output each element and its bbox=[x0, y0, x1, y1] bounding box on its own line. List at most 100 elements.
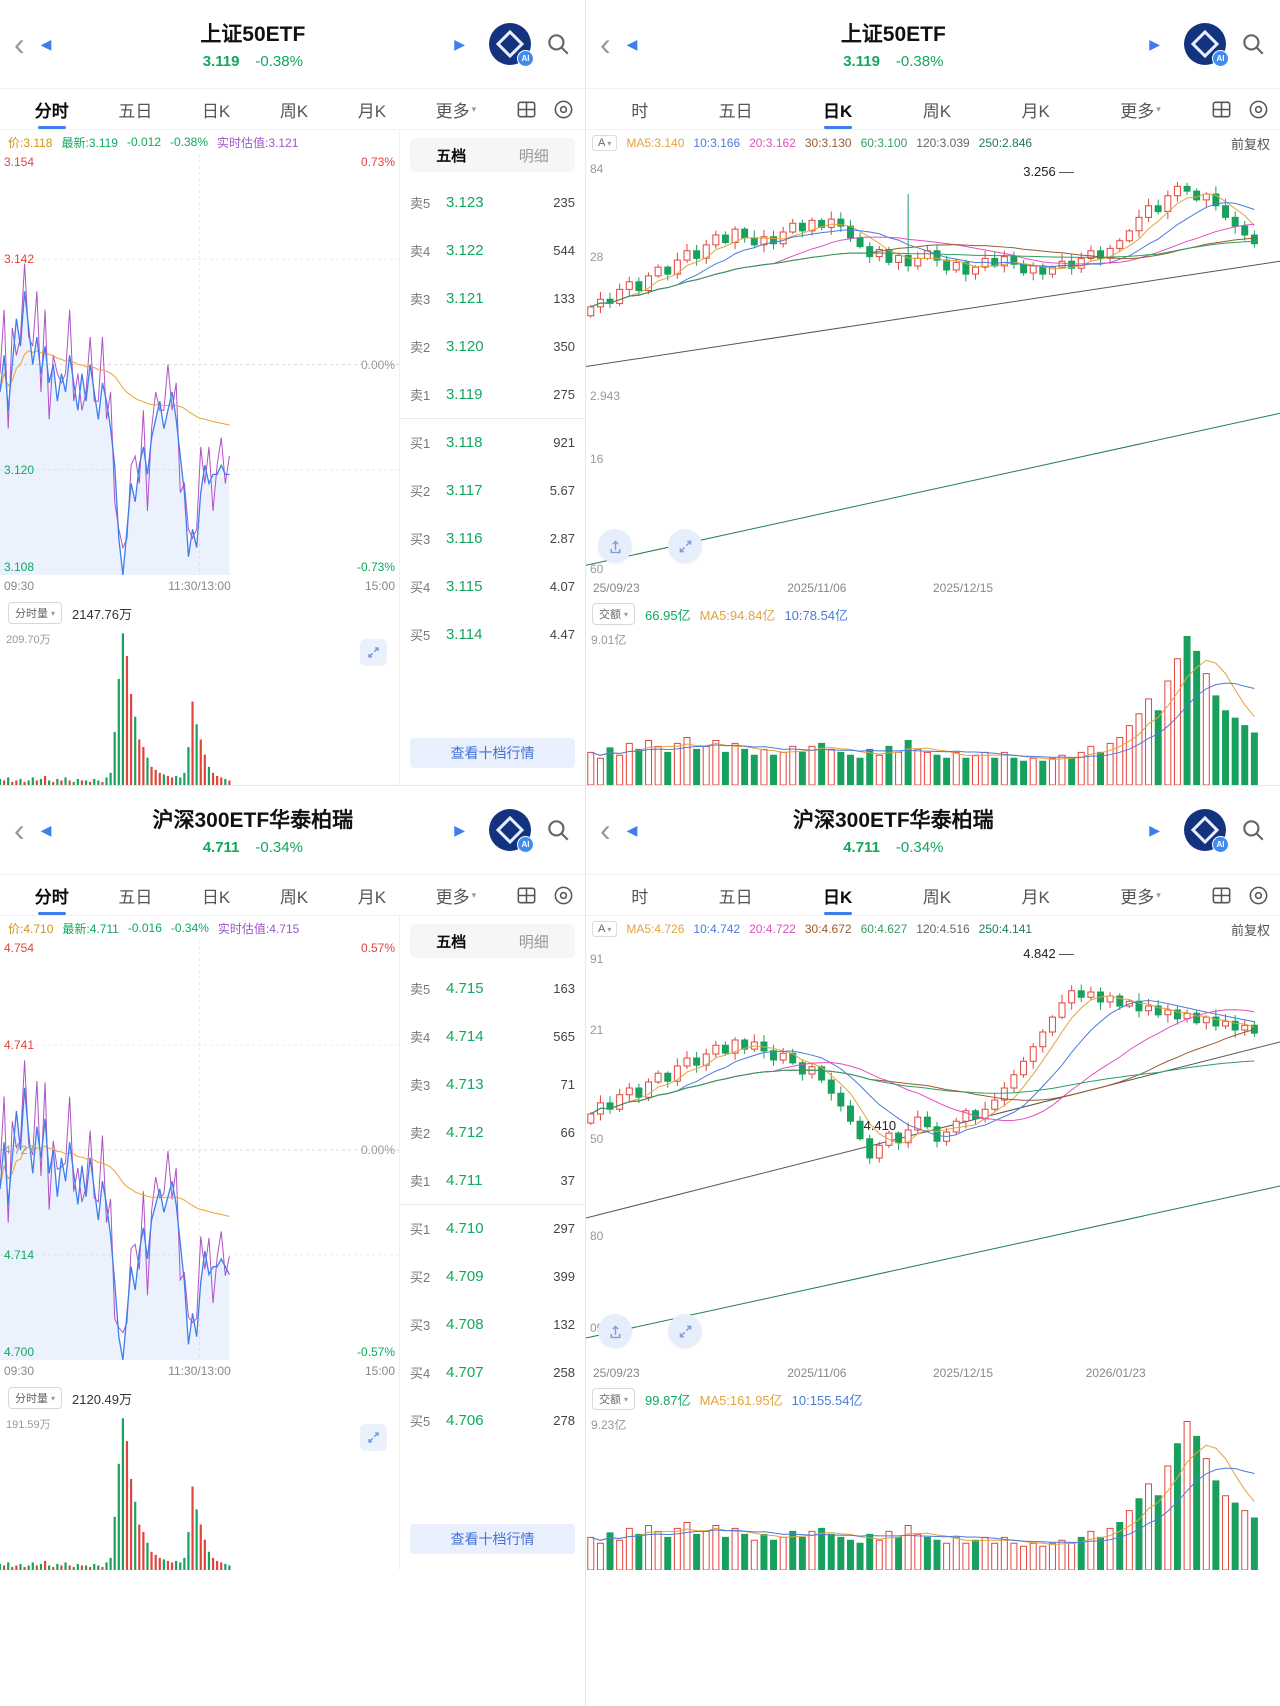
back-icon[interactable]: ‹ bbox=[14, 812, 25, 848]
tab-intraday[interactable]: 时 bbox=[631, 101, 649, 121]
grid-layout-icon[interactable] bbox=[515, 98, 538, 121]
orderbook-row[interactable]: 买1 3.118 921 bbox=[400, 418, 585, 466]
tab-monthly-k[interactable]: 月K bbox=[1021, 101, 1050, 121]
orderbook-row[interactable]: 卖3 4.713 71 bbox=[400, 1060, 585, 1108]
orderbook-row[interactable]: 卖5 3.123 235 bbox=[400, 178, 585, 226]
broker-logo-icon[interactable]: AI bbox=[1184, 23, 1229, 67]
kline-chart[interactable]: 84 28 2.943 16 60 3.256 bbox=[586, 156, 1280, 577]
next-stock-icon[interactable]: ▶ bbox=[454, 35, 465, 52]
back-icon[interactable]: ‹ bbox=[600, 26, 611, 62]
orderbook-row[interactable]: 买3 4.708 132 bbox=[400, 1300, 585, 1348]
indicator-settings-icon[interactable] bbox=[552, 884, 575, 907]
tab-more[interactable]: 更多 ▾ bbox=[1120, 887, 1161, 907]
tab-intraday[interactable]: 分时 bbox=[33, 89, 71, 129]
grid-layout-icon[interactable] bbox=[515, 884, 538, 907]
intraday-chart[interactable]: 3.154 3.142 3.120 3.108 0.73% 0.00% -0.73% bbox=[0, 154, 399, 575]
tab-weekly-k[interactable]: 周K bbox=[922, 887, 952, 907]
tab-daily-k[interactable]: 日K bbox=[201, 887, 231, 907]
next-stock-icon[interactable]: ▶ bbox=[454, 821, 465, 838]
orderbook-row[interactable]: 卖4 3.122 544 bbox=[400, 226, 585, 274]
orderbook-row[interactable]: 卖2 3.120 350 bbox=[400, 322, 585, 370]
tab-daily-k[interactable]: 日K bbox=[821, 875, 854, 915]
broker-logo-icon[interactable]: AI bbox=[1184, 809, 1229, 853]
fullscreen-button[interactable] bbox=[668, 1314, 702, 1348]
fullscreen-button[interactable] bbox=[360, 639, 387, 666]
ma-settings-dropdown[interactable]: A ▾ bbox=[592, 921, 618, 937]
orderbook-row[interactable]: 买2 3.117 5.67 bbox=[400, 466, 585, 514]
tab-weekly-k[interactable]: 周K bbox=[279, 887, 309, 907]
tab-more[interactable]: 更多 ▾ bbox=[435, 101, 477, 121]
next-stock-icon[interactable]: ▶ bbox=[1149, 35, 1160, 52]
share-button[interactable] bbox=[598, 1314, 632, 1348]
adjust-mode-button[interactable]: 前复权 bbox=[1230, 922, 1270, 938]
prev-stock-icon[interactable]: ◀ bbox=[626, 821, 638, 838]
tab-daily-k[interactable]: 日K bbox=[201, 101, 231, 121]
tab-five-levels[interactable]: 五档 bbox=[436, 147, 467, 165]
tab-five-day[interactable]: 五日 bbox=[118, 887, 153, 907]
prev-stock-icon[interactable]: ◀ bbox=[40, 821, 52, 838]
tab-five-day[interactable]: 五日 bbox=[718, 887, 753, 907]
orderbook-row[interactable]: 卖2 4.712 66 bbox=[400, 1108, 585, 1156]
orderbook-row[interactable]: 买3 3.116 2.87 bbox=[400, 514, 585, 562]
orderbook-row[interactable]: 卖3 3.121 133 bbox=[400, 274, 585, 322]
kline-chart-svg[interactable] bbox=[586, 156, 1280, 577]
tab-weekly-k[interactable]: 周K bbox=[922, 101, 952, 121]
intraday-volume-chart[interactable]: 209.70万 bbox=[0, 627, 399, 785]
tab-monthly-k[interactable]: 月K bbox=[357, 887, 387, 907]
search-icon[interactable] bbox=[1240, 31, 1266, 57]
grid-layout-icon[interactable] bbox=[1210, 98, 1233, 121]
indicator-settings-icon[interactable] bbox=[552, 98, 575, 121]
intraday-chart-svg[interactable] bbox=[0, 154, 399, 575]
tab-more[interactable]: 更多 ▾ bbox=[1120, 101, 1161, 121]
orderbook-row[interactable]: 买5 4.706 278 bbox=[400, 1396, 585, 1444]
ma-settings-dropdown[interactable]: A ▾ bbox=[592, 135, 618, 151]
search-icon[interactable] bbox=[545, 817, 571, 843]
tab-daily-k[interactable]: 日K bbox=[821, 89, 854, 129]
fullscreen-button[interactable] bbox=[668, 529, 702, 563]
orderbook-row[interactable]: 买1 4.710 297 bbox=[400, 1204, 585, 1252]
orderbook-row[interactable]: 卖4 4.714 565 bbox=[400, 1012, 585, 1060]
tab-trade-details[interactable]: 明细 bbox=[518, 147, 549, 165]
volume-type-dropdown[interactable]: 分时量 ▾ bbox=[8, 1387, 63, 1409]
prev-stock-icon[interactable]: ◀ bbox=[40, 35, 52, 52]
broker-logo-icon[interactable]: AI bbox=[489, 23, 534, 67]
intraday-volume-chart[interactable]: 191.59万 bbox=[0, 1412, 399, 1570]
broker-logo-icon[interactable]: AI bbox=[489, 809, 534, 853]
fullscreen-button[interactable] bbox=[360, 1424, 387, 1451]
indicator-settings-icon[interactable] bbox=[1247, 884, 1270, 907]
tab-trade-details[interactable]: 明细 bbox=[518, 933, 549, 951]
tab-weekly-k[interactable]: 周K bbox=[279, 101, 309, 121]
tab-five-levels[interactable]: 五档 bbox=[436, 933, 467, 951]
intraday-chart-svg[interactable] bbox=[0, 940, 399, 1360]
share-button[interactable] bbox=[598, 529, 632, 563]
prev-stock-icon[interactable]: ◀ bbox=[626, 35, 638, 52]
back-icon[interactable]: ‹ bbox=[14, 26, 25, 62]
indicator-settings-icon[interactable] bbox=[1247, 98, 1270, 121]
volume-type-dropdown[interactable]: 交额 ▾ bbox=[592, 1388, 636, 1410]
volume-type-dropdown[interactable]: 分时量 ▾ bbox=[8, 602, 63, 624]
view-ten-levels-button[interactable]: 查看十档行情 bbox=[410, 1524, 575, 1554]
kline-volume-chart[interactable]: 9.23亿 bbox=[586, 1412, 1280, 1570]
tab-more[interactable]: 更多 ▾ bbox=[435, 887, 477, 907]
next-stock-icon[interactable]: ▶ bbox=[1149, 821, 1160, 838]
tab-intraday[interactable]: 时 bbox=[631, 887, 649, 907]
search-icon[interactable] bbox=[545, 31, 571, 57]
orderbook-row[interactable]: 卖1 4.711 37 bbox=[400, 1156, 585, 1204]
kline-volume-chart[interactable]: 9.01亿 bbox=[586, 627, 1280, 785]
adjust-mode-button[interactable]: 前复权 bbox=[1230, 136, 1270, 152]
search-icon[interactable] bbox=[1240, 817, 1266, 843]
volume-type-dropdown[interactable]: 交额 ▾ bbox=[592, 603, 636, 625]
orderbook-row[interactable]: 买5 3.114 4.47 bbox=[400, 610, 585, 658]
view-ten-levels-button[interactable]: 查看十档行情 bbox=[410, 738, 575, 768]
tab-monthly-k[interactable]: 月K bbox=[1021, 887, 1050, 907]
tab-intraday[interactable]: 分时 bbox=[33, 875, 71, 915]
back-icon[interactable]: ‹ bbox=[600, 812, 611, 848]
orderbook-row[interactable]: 买2 4.709 399 bbox=[400, 1252, 585, 1300]
kline-chart-svg[interactable] bbox=[586, 942, 1280, 1362]
tab-five-day[interactable]: 五日 bbox=[718, 101, 753, 121]
tab-five-day[interactable]: 五日 bbox=[118, 101, 153, 121]
tab-monthly-k[interactable]: 月K bbox=[357, 101, 387, 121]
kline-chart[interactable]: 91 21 50 80 09 4.842 4.410 bbox=[586, 942, 1280, 1362]
intraday-chart[interactable]: 4.754 4.741 4.727 4.714 4.700 0.57% 0.00% -0.57… bbox=[0, 940, 399, 1360]
orderbook-row[interactable]: 卖1 3.119 275 bbox=[400, 370, 585, 418]
